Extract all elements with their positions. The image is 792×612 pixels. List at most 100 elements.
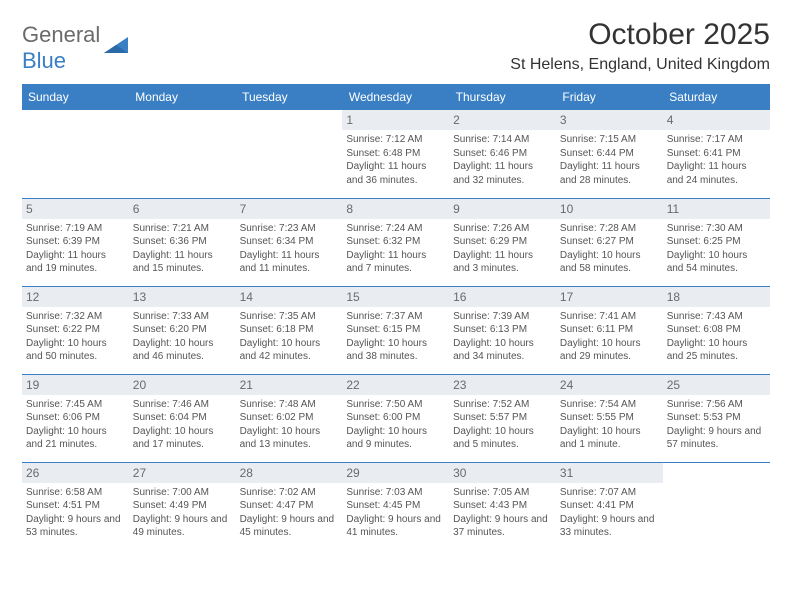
day-number: 11 (663, 199, 770, 219)
sunset-line: Sunset: 6:48 PM (346, 147, 445, 161)
daylight-line: Daylight: 9 hours and 41 minutes. (346, 513, 445, 540)
calendar-cell: 16Sunrise: 7:39 AMSunset: 6:13 PMDayligh… (449, 286, 556, 374)
sunset-line: Sunset: 6:20 PM (133, 323, 232, 337)
calendar-cell: 12Sunrise: 7:32 AMSunset: 6:22 PMDayligh… (22, 286, 129, 374)
day-number: 28 (236, 463, 343, 483)
sunset-line: Sunset: 6:32 PM (346, 235, 445, 249)
calendar-cell: 3Sunrise: 7:15 AMSunset: 6:44 PMDaylight… (556, 110, 663, 198)
daylight-line: Daylight: 11 hours and 3 minutes. (453, 249, 552, 276)
sunrise-line: Sunrise: 7:37 AM (346, 310, 445, 324)
sunset-line: Sunset: 6:15 PM (346, 323, 445, 337)
daylight-line: Daylight: 9 hours and 53 minutes. (26, 513, 125, 540)
calendar-cell: 23Sunrise: 7:52 AMSunset: 5:57 PMDayligh… (449, 374, 556, 462)
day-number: 25 (663, 375, 770, 395)
daylight-line: Daylight: 10 hours and 42 minutes. (240, 337, 339, 364)
header: General Blue October 2025 St Helens, Eng… (22, 18, 770, 74)
daylight-line: Daylight: 10 hours and 1 minute. (560, 425, 659, 452)
sunset-line: Sunset: 6:02 PM (240, 411, 339, 425)
sunset-line: Sunset: 6:27 PM (560, 235, 659, 249)
weekday-header: Monday (129, 84, 236, 110)
calendar-cell (22, 110, 129, 198)
calendar-cell: 8Sunrise: 7:24 AMSunset: 6:32 PMDaylight… (342, 198, 449, 286)
calendar-week-row: 12Sunrise: 7:32 AMSunset: 6:22 PMDayligh… (22, 286, 770, 374)
daylight-line: Daylight: 11 hours and 19 minutes. (26, 249, 125, 276)
sunrise-line: Sunrise: 7:23 AM (240, 222, 339, 236)
day-number: 19 (22, 375, 129, 395)
calendar-table: Sunday Monday Tuesday Wednesday Thursday… (22, 84, 770, 550)
day-number: 5 (22, 199, 129, 219)
sunrise-line: Sunrise: 7:05 AM (453, 486, 552, 500)
sunrise-line: Sunrise: 7:45 AM (26, 398, 125, 412)
sunrise-line: Sunrise: 7:35 AM (240, 310, 339, 324)
day-number: 14 (236, 287, 343, 307)
location-subtitle: St Helens, England, United Kingdom (510, 56, 770, 74)
day-number: 22 (342, 375, 449, 395)
sunset-line: Sunset: 6:36 PM (133, 235, 232, 249)
daylight-line: Daylight: 10 hours and 38 minutes. (346, 337, 445, 364)
daylight-line: Daylight: 11 hours and 28 minutes. (560, 160, 659, 187)
sunrise-line: Sunrise: 7:41 AM (560, 310, 659, 324)
weekday-header: Thursday (449, 84, 556, 110)
calendar-week-row: 26Sunrise: 6:58 AMSunset: 4:51 PMDayligh… (22, 462, 770, 550)
sunrise-line: Sunrise: 7:54 AM (560, 398, 659, 412)
calendar-cell: 13Sunrise: 7:33 AMSunset: 6:20 PMDayligh… (129, 286, 236, 374)
weekday-header: Wednesday (342, 84, 449, 110)
day-number: 3 (556, 110, 663, 130)
daylight-line: Daylight: 9 hours and 49 minutes. (133, 513, 232, 540)
calendar-cell: 17Sunrise: 7:41 AMSunset: 6:11 PMDayligh… (556, 286, 663, 374)
sunset-line: Sunset: 6:08 PM (667, 323, 766, 337)
day-number: 21 (236, 375, 343, 395)
sunset-line: Sunset: 6:29 PM (453, 235, 552, 249)
daylight-line: Daylight: 11 hours and 36 minutes. (346, 160, 445, 187)
sunrise-line: Sunrise: 7:19 AM (26, 222, 125, 236)
calendar-cell: 27Sunrise: 7:00 AMSunset: 4:49 PMDayligh… (129, 462, 236, 550)
calendar-cell: 21Sunrise: 7:48 AMSunset: 6:02 PMDayligh… (236, 374, 343, 462)
sunset-line: Sunset: 4:51 PM (26, 499, 125, 513)
day-number: 23 (449, 375, 556, 395)
sunrise-line: Sunrise: 7:12 AM (346, 133, 445, 147)
logo-word1: General (22, 22, 100, 47)
sunrise-line: Sunrise: 7:14 AM (453, 133, 552, 147)
daylight-line: Daylight: 11 hours and 7 minutes. (346, 249, 445, 276)
sunset-line: Sunset: 6:18 PM (240, 323, 339, 337)
calendar-week-row: 19Sunrise: 7:45 AMSunset: 6:06 PMDayligh… (22, 374, 770, 462)
sunrise-line: Sunrise: 7:56 AM (667, 398, 766, 412)
calendar-cell: 14 Sunrise: 7:35 AMSunset: 6:18 PMDayligh… (236, 286, 343, 374)
title-block: October 2025 St Helens, England, United … (510, 18, 770, 74)
daylight-line: Daylight: 10 hours and 25 minutes. (667, 337, 766, 364)
day-number: 29 (342, 463, 449, 483)
calendar-cell: 24Sunrise: 7:54 AMSunset: 5:55 PMDayligh… (556, 374, 663, 462)
sunrise-line: Sunrise: 6:58 AM (26, 486, 125, 500)
daylight-line: Daylight: 10 hours and 13 minutes. (240, 425, 339, 452)
calendar-cell (129, 110, 236, 198)
sunrise-line: Sunrise: 7:15 AM (560, 133, 659, 147)
calendar-cell: 31Sunrise: 7:07 AMSunset: 4:41 PMDayligh… (556, 462, 663, 550)
calendar-cell: 28Sunrise: 7:02 AMSunset: 4:47 PMDayligh… (236, 462, 343, 550)
daylight-line: Daylight: 11 hours and 24 minutes. (667, 160, 766, 187)
sunrise-line: Sunrise: 7:50 AM (346, 398, 445, 412)
calendar-cell: 26Sunrise: 6:58 AMSunset: 4:51 PMDayligh… (22, 462, 129, 550)
sunset-line: Sunset: 4:47 PM (240, 499, 339, 513)
sunset-line: Sunset: 6:41 PM (667, 147, 766, 161)
daylight-line: Daylight: 10 hours and 54 minutes. (667, 249, 766, 276)
daylight-line: Daylight: 9 hours and 37 minutes. (453, 513, 552, 540)
calendar-cell: 4Sunrise: 7:17 AMSunset: 6:41 PMDaylight… (663, 110, 770, 198)
daylight-line: Daylight: 10 hours and 21 minutes. (26, 425, 125, 452)
sunrise-line: Sunrise: 7:32 AM (26, 310, 125, 324)
calendar-week-row: 1Sunrise: 7:12 AMSunset: 6:48 PMDaylight… (22, 110, 770, 198)
calendar-cell: 6Sunrise: 7:21 AMSunset: 6:36 PMDaylight… (129, 198, 236, 286)
calendar-cell: 2Sunrise: 7:14 AMSunset: 6:46 PMDaylight… (449, 110, 556, 198)
day-number: 6 (129, 199, 236, 219)
sunset-line: Sunset: 6:46 PM (453, 147, 552, 161)
month-title: October 2025 (510, 18, 770, 52)
daylight-line: Daylight: 9 hours and 33 minutes. (560, 513, 659, 540)
daylight-line: Daylight: 10 hours and 50 minutes. (26, 337, 125, 364)
sunrise-line: Sunrise: 7:00 AM (133, 486, 232, 500)
day-number: 7 (236, 199, 343, 219)
day-number: 15 (342, 287, 449, 307)
logo-word2: Blue (22, 48, 66, 73)
day-number: 4 (663, 110, 770, 130)
sunset-line: Sunset: 6:06 PM (26, 411, 125, 425)
logo: General Blue (22, 22, 130, 74)
calendar-cell: 19 Sunrise: 7:45 AMSunset: 6:06 PMDayligh… (22, 374, 129, 462)
